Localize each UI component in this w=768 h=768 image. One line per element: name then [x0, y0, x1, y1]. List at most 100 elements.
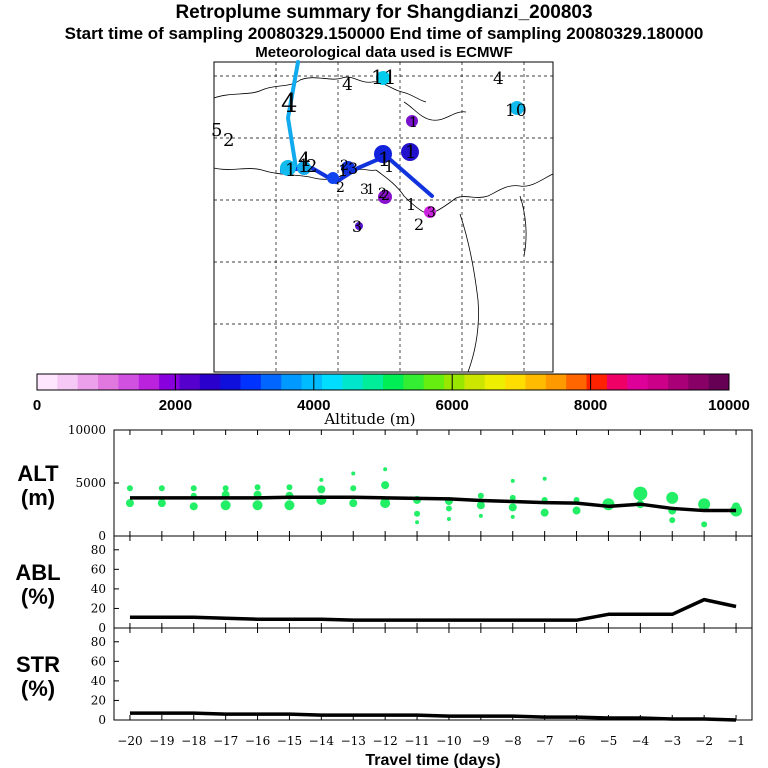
colorbar-swatch — [667, 374, 689, 390]
colorbar-swatch — [179, 374, 201, 390]
sampling-times: Start time of sampling 20080329.150000 E… — [64, 24, 704, 43]
marker — [378, 190, 392, 204]
marker — [297, 161, 311, 175]
alt-median-line — [129, 495, 737, 513]
alt-point — [698, 498, 711, 511]
alt-point — [254, 484, 261, 491]
marker — [401, 143, 419, 161]
x-tick-label: −3 — [663, 734, 681, 748]
coastline-island — [519, 195, 527, 257]
colorbar-swatch — [688, 374, 710, 390]
abl-line — [129, 597, 737, 622]
plume-label: 5 — [211, 120, 222, 141]
colorbar-swatch — [423, 374, 445, 390]
chart-title: Retroplume summary for Shangdianzi_20080… — [175, 2, 593, 23]
alt-point — [126, 485, 133, 492]
marker — [280, 160, 296, 176]
alt-point — [478, 513, 483, 518]
plume-label: 1 — [405, 142, 416, 163]
colorbar-tick-label: 6000 — [436, 397, 469, 414]
alt-point — [351, 471, 356, 476]
alt-point — [510, 478, 515, 483]
colorbar-swatch — [606, 374, 628, 390]
alt-point — [286, 484, 293, 491]
plume-label: 1 — [378, 147, 391, 171]
plume-label: 2 — [223, 130, 234, 151]
x-tick-label: −12 — [372, 734, 397, 748]
coastline-north — [213, 76, 427, 103]
plume-label: 1 — [338, 161, 348, 180]
altitude-colorbar: 0 2000 4000 6000 8000 10000 Altitude (m) — [33, 373, 750, 428]
alt-point — [415, 520, 420, 525]
alt-point — [508, 503, 517, 512]
colorbar-swatch — [138, 374, 160, 390]
panel-frame — [113, 429, 753, 537]
plume-label: 1 — [366, 182, 375, 198]
x-tick-label: −6 — [568, 734, 586, 748]
marker — [406, 115, 418, 127]
x-tick-label: −7 — [536, 734, 554, 748]
panel-label-unit: (%) — [21, 676, 55, 701]
plume-label: 3 — [360, 182, 369, 198]
panel-label-name: ABL — [15, 560, 60, 585]
alt-point — [381, 481, 390, 490]
plume-label: 4 — [342, 75, 353, 95]
plume-label: 2 — [306, 156, 317, 177]
colorbar-swatch — [37, 374, 58, 390]
colorbar-swatch — [159, 374, 180, 390]
alt-point — [669, 517, 676, 524]
y-tick-label: 80 — [91, 543, 106, 557]
x-tick-label: −15 — [277, 734, 302, 748]
colorbar-tick-label: 10000 — [708, 397, 750, 414]
x-tick-label: −4 — [631, 734, 649, 748]
marker — [355, 222, 363, 230]
y-tick-label: 0 — [98, 713, 106, 727]
colorbar-swatch — [464, 374, 486, 390]
panel-label-name: STR — [16, 652, 60, 677]
coastlines — [213, 76, 554, 373]
x-tick-label: −14 — [309, 734, 335, 748]
colorbar-tick-label: 4000 — [297, 397, 330, 414]
alt-point — [445, 505, 452, 512]
plume-label: 3 — [352, 217, 362, 236]
alt-point — [284, 500, 295, 511]
y-tick-label: 5000 — [75, 476, 106, 490]
alt-point — [220, 500, 231, 511]
x-tick-label: −17 — [213, 734, 238, 748]
colorbar-swatch — [342, 374, 364, 390]
colorbar-swatch — [321, 374, 343, 390]
colorbar-swatch — [281, 374, 302, 390]
plume-label: 3 — [348, 159, 358, 178]
alt-point — [732, 502, 741, 511]
colorbar-swatch — [708, 374, 730, 390]
y-tick-label: 60 — [91, 562, 106, 576]
time-series-panels: 0500010000ALT(m)020406080ABL(%)020406080… — [15, 423, 753, 768]
x-tick-label: −20 — [117, 734, 142, 748]
panel-label-unit: (m) — [21, 485, 55, 510]
colorbar-swatch — [647, 374, 669, 390]
plume-label: 2 — [414, 215, 424, 234]
marker — [341, 161, 355, 175]
alt-point — [477, 492, 484, 499]
panel-abl: 0 20 40 60 80 ABL(%) — [15, 535, 753, 635]
x-tick-label: −5 — [600, 734, 618, 748]
alt-point — [350, 485, 357, 492]
plume-label: 2 — [378, 186, 387, 202]
marker — [424, 206, 436, 218]
colorbar-swatch — [545, 374, 567, 390]
colorbar-axis-label: Altitude (m) — [323, 410, 415, 428]
alt-point — [542, 476, 547, 481]
marker — [376, 71, 390, 85]
plume-label: 2 — [336, 180, 345, 196]
x-tick-label: −18 — [181, 734, 206, 748]
alt-point — [319, 477, 324, 482]
alt-point — [190, 485, 197, 492]
colorbar-swatch — [57, 374, 79, 390]
alt-point — [446, 517, 451, 522]
colorbar-swatch — [383, 374, 404, 390]
colorbar-swatch — [525, 374, 547, 390]
y-tick-label: 0 — [98, 621, 106, 635]
y-tick-label: 20 — [91, 601, 106, 615]
